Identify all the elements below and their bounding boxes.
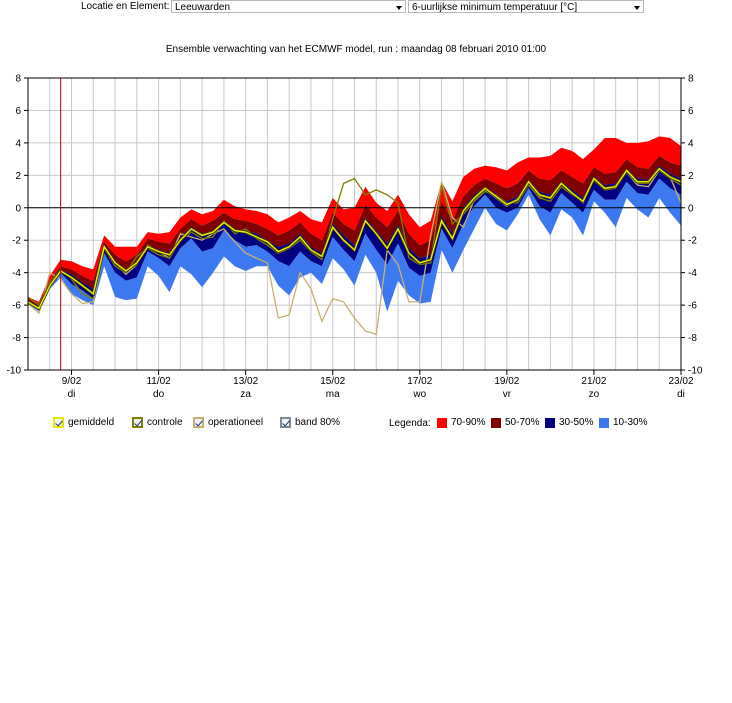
x-tick-label-date: 19/02 xyxy=(494,376,519,387)
x-tick-label-day: wo xyxy=(412,389,426,400)
legend-item-50-70: 50-70% xyxy=(491,417,539,428)
band-70-90% xyxy=(28,136,681,306)
x-tick-label-day: di xyxy=(68,389,76,400)
y-tick-label-left: -8 xyxy=(12,333,21,344)
toggle-operationeel[interactable]: operationeel xyxy=(193,417,263,428)
chevron-down-icon xyxy=(396,6,402,10)
chart-title: Ensemble verwachting van het ECMWF model… xyxy=(165,44,547,55)
legend-swatch xyxy=(599,417,609,428)
checkbox-icon[interactable] xyxy=(132,417,143,428)
y-tick-label-right: -2 xyxy=(688,236,697,247)
location-select-value: Leeuwarden xyxy=(175,2,231,13)
toggle-label: band 80% xyxy=(295,417,341,428)
band-50-70% xyxy=(28,155,681,307)
band-10-30% xyxy=(28,178,681,312)
toggle-band-80[interactable]: band 80% xyxy=(280,417,340,428)
x-tick-label-day: do xyxy=(153,389,165,400)
y-tick-label-right: 8 xyxy=(688,74,694,85)
series-line-gemiddeld xyxy=(27,167,682,310)
legend-swatch xyxy=(545,417,555,428)
y-tick-label-right: -8 xyxy=(688,333,697,344)
y-tick-label-left: -2 xyxy=(12,236,21,247)
legend-row: gemiddeld controle operationeel band 80%… xyxy=(0,417,732,435)
x-tick-label-date: 13/02 xyxy=(233,376,258,387)
toggle-gemiddeld[interactable]: gemiddeld xyxy=(53,417,114,428)
y-tick-label-right: 0 xyxy=(688,203,694,214)
y-tick-label-left: 8 xyxy=(15,74,21,85)
location-element-label: Locatie en Element: xyxy=(81,1,170,12)
legend-swatch xyxy=(437,417,447,428)
element-select[interactable]: 6-uurlijkse minimum temperatuur [°C] xyxy=(408,0,644,13)
legend-item-label: 30-50% xyxy=(559,417,594,428)
x-tick-label-date: 11/02 xyxy=(146,376,171,387)
y-tick-label-left: 4 xyxy=(15,138,21,149)
x-tick-label-date: 15/02 xyxy=(320,376,345,387)
checkbox-icon[interactable] xyxy=(280,417,291,428)
checkbox-icon[interactable] xyxy=(193,417,204,428)
ensemble-chart: -10 -10 -8 -8 -6 -6 -4 -4 -2 -2 0 0 2 2 4 4 6 6 8 8 9/02 di 11… xyxy=(7,74,703,401)
legend-item-70-90: 70-90% xyxy=(437,417,485,428)
y-tick-label-left: -4 xyxy=(12,268,21,279)
y-tick-label-right: -6 xyxy=(688,301,697,312)
toggle-label: gemiddeld xyxy=(68,417,115,428)
x-tick-label-day: ma xyxy=(326,389,340,400)
y-tick-label-left: 0 xyxy=(15,203,21,214)
x-tick-label-day: di xyxy=(677,389,685,400)
checkbox-icon[interactable] xyxy=(53,417,64,428)
y-tick-label-left: 6 xyxy=(15,106,21,117)
legend-item-10-30: 10-30% xyxy=(599,417,647,428)
toggle-controle[interactable]: controle xyxy=(132,417,183,428)
legend-item-label: 70-90% xyxy=(451,417,486,428)
x-tick-label-date: 17/02 xyxy=(407,376,432,387)
plot-frame xyxy=(27,77,682,371)
toggle-label: controle xyxy=(147,417,183,428)
y-tick-label-left: -6 xyxy=(12,301,21,312)
element-select-value: 6-uurlijkse minimum temperatuur [°C] xyxy=(412,2,578,13)
x-tick-label-date: 21/02 xyxy=(581,376,606,387)
legend-item-label: 50-70% xyxy=(505,417,540,428)
toolbar: Locatie en Element: Leeuwarden 6-uurlijk… xyxy=(0,0,732,14)
y-tick-label-right: -4 xyxy=(688,268,697,279)
band-30-50% xyxy=(28,165,681,310)
legend-swatch xyxy=(491,417,501,428)
chevron-down-icon xyxy=(634,6,640,10)
x-tick-label-day: za xyxy=(240,389,251,400)
x-tick-label-day: zo xyxy=(589,389,600,400)
toggle-label: operationeel xyxy=(208,417,264,428)
x-tick-label-date: 9/02 xyxy=(62,376,82,387)
y-tick-label-left: -10 xyxy=(7,366,22,377)
location-select[interactable]: Leeuwarden xyxy=(171,0,406,13)
y-tick-label-right: -10 xyxy=(688,366,703,377)
y-tick-label-right: 2 xyxy=(688,171,694,182)
y-tick-label-left: 2 xyxy=(15,171,21,182)
legend-item-30-50: 30-50% xyxy=(545,417,593,428)
x-tick-label-day: vr xyxy=(503,389,512,400)
y-tick-label-right: 6 xyxy=(688,106,694,117)
legend-title: Legenda: xyxy=(389,418,431,429)
y-tick-label-right: 4 xyxy=(688,138,694,149)
legend-item-label: 10-30% xyxy=(613,417,648,428)
x-tick-label-date: 23/02 xyxy=(668,376,693,387)
